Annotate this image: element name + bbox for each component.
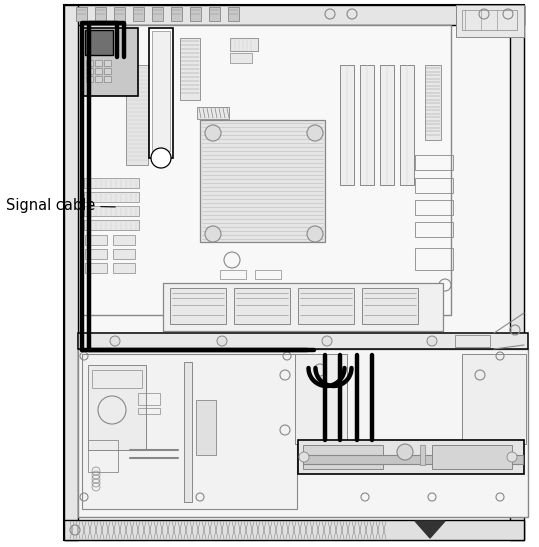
Bar bbox=[88, 365, 146, 450]
Bar bbox=[170, 288, 226, 324]
Circle shape bbox=[205, 226, 221, 242]
Bar bbox=[425, 65, 441, 140]
Bar bbox=[360, 65, 374, 185]
Bar bbox=[228, 7, 239, 21]
Bar bbox=[152, 7, 163, 21]
Bar bbox=[64, 520, 524, 540]
Circle shape bbox=[397, 444, 413, 460]
Circle shape bbox=[151, 148, 171, 168]
Bar bbox=[184, 362, 192, 502]
Bar bbox=[462, 10, 517, 30]
Bar bbox=[95, 60, 102, 66]
Bar bbox=[104, 76, 111, 82]
Bar bbox=[85, 30, 113, 55]
Bar bbox=[83, 28, 138, 96]
Bar bbox=[303, 455, 523, 464]
Bar bbox=[415, 222, 453, 237]
Bar bbox=[76, 7, 87, 21]
Bar bbox=[462, 354, 526, 444]
Bar bbox=[95, 68, 102, 74]
Bar bbox=[298, 440, 524, 474]
Bar bbox=[230, 53, 252, 63]
Bar bbox=[196, 400, 216, 455]
Bar bbox=[152, 31, 170, 151]
Bar bbox=[230, 38, 258, 51]
Bar bbox=[209, 7, 220, 21]
Circle shape bbox=[307, 226, 323, 242]
Bar bbox=[86, 68, 93, 74]
Text: Signal cable: Signal cable bbox=[6, 198, 115, 213]
Bar bbox=[104, 68, 111, 74]
Bar bbox=[126, 65, 148, 165]
Bar bbox=[255, 270, 281, 279]
Bar bbox=[415, 178, 453, 193]
Bar bbox=[171, 7, 182, 21]
Bar bbox=[455, 335, 490, 347]
Bar bbox=[400, 65, 414, 185]
Bar bbox=[64, 5, 524, 25]
Bar bbox=[86, 60, 93, 66]
Bar bbox=[81, 25, 451, 315]
Bar bbox=[190, 7, 201, 21]
Bar bbox=[133, 7, 144, 21]
Bar bbox=[220, 270, 246, 279]
Circle shape bbox=[299, 452, 309, 462]
Bar bbox=[138, 408, 160, 414]
Bar bbox=[510, 5, 524, 540]
Bar bbox=[86, 76, 93, 82]
Bar bbox=[415, 200, 453, 215]
Bar bbox=[113, 235, 135, 245]
Bar bbox=[85, 263, 107, 273]
Bar bbox=[432, 445, 512, 469]
Bar bbox=[180, 38, 200, 100]
Bar bbox=[88, 440, 118, 472]
Bar bbox=[78, 349, 528, 517]
Bar bbox=[340, 65, 354, 185]
Circle shape bbox=[217, 336, 227, 346]
Bar bbox=[138, 393, 160, 405]
Bar bbox=[64, 5, 524, 540]
Bar bbox=[149, 28, 173, 158]
Bar bbox=[85, 249, 107, 259]
Bar bbox=[84, 206, 139, 216]
Bar bbox=[104, 60, 111, 66]
Bar bbox=[95, 76, 102, 82]
Bar bbox=[380, 65, 394, 185]
Bar bbox=[64, 5, 78, 540]
Bar bbox=[85, 235, 107, 245]
Bar bbox=[456, 5, 524, 37]
Circle shape bbox=[307, 125, 323, 141]
Bar bbox=[415, 248, 453, 270]
Bar bbox=[200, 120, 325, 242]
Circle shape bbox=[427, 336, 437, 346]
Bar bbox=[84, 220, 139, 230]
Bar bbox=[78, 333, 528, 349]
Bar bbox=[82, 354, 297, 509]
Bar bbox=[234, 288, 290, 324]
Bar bbox=[92, 370, 142, 388]
Polygon shape bbox=[415, 521, 445, 538]
Bar bbox=[295, 354, 347, 444]
Bar bbox=[163, 283, 443, 331]
Bar bbox=[197, 107, 229, 119]
Bar bbox=[415, 155, 453, 170]
Bar bbox=[113, 263, 135, 273]
Circle shape bbox=[507, 452, 517, 462]
Bar bbox=[303, 445, 383, 469]
Circle shape bbox=[205, 125, 221, 141]
Circle shape bbox=[110, 336, 120, 346]
Bar bbox=[95, 7, 106, 21]
Bar bbox=[84, 178, 139, 188]
Circle shape bbox=[322, 336, 332, 346]
Bar bbox=[113, 249, 135, 259]
Bar bbox=[114, 7, 125, 21]
Bar bbox=[84, 192, 139, 202]
Bar bbox=[420, 445, 425, 465]
Bar bbox=[362, 288, 418, 324]
Bar bbox=[298, 288, 354, 324]
